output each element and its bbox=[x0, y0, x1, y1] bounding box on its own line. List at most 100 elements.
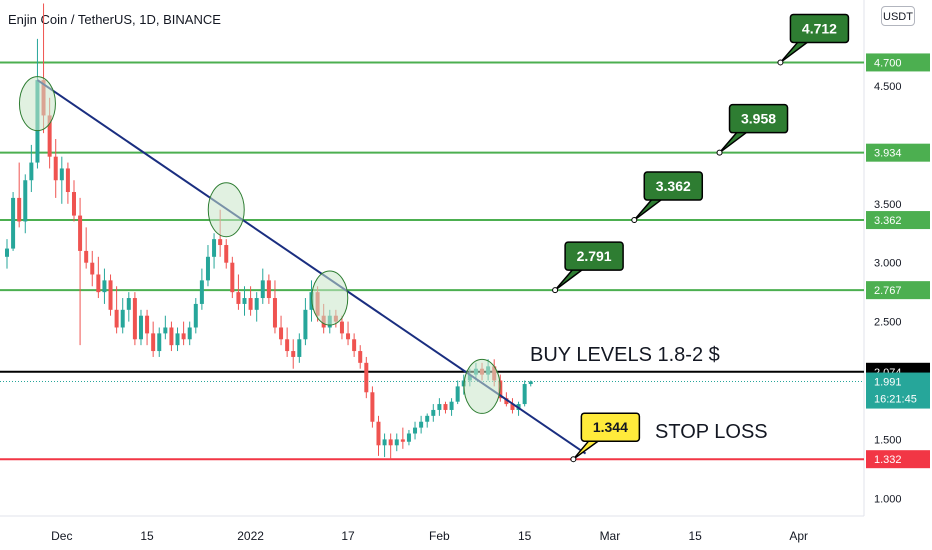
y-tick-label: 2.500 bbox=[874, 317, 902, 329]
candle-body bbox=[346, 333, 351, 340]
annotation-buy-levels: BUY LEVELS 1.8-2 $ bbox=[530, 344, 720, 366]
candle-body bbox=[212, 239, 217, 257]
callout-anchor-dot bbox=[570, 456, 577, 463]
callout-anchor-dot bbox=[552, 287, 559, 294]
current-price-label: 1.991 bbox=[874, 377, 902, 389]
candle-body bbox=[163, 327, 168, 334]
x-tick-label: Dec bbox=[51, 529, 72, 543]
candle-body bbox=[425, 415, 430, 422]
touch-circle bbox=[207, 182, 245, 238]
candle-body bbox=[522, 384, 527, 405]
currency-button[interactable]: USDT bbox=[881, 6, 915, 26]
candle-body bbox=[193, 303, 198, 328]
candle-body bbox=[187, 327, 192, 340]
candle-body bbox=[431, 409, 436, 416]
candle-body bbox=[388, 439, 393, 446]
callout-anchor-dot bbox=[631, 217, 638, 224]
callout-box bbox=[728, 103, 789, 134]
candle-body bbox=[157, 333, 162, 352]
candle-body bbox=[84, 250, 89, 263]
candle-body bbox=[260, 280, 265, 299]
callout-pointer bbox=[572, 439, 602, 460]
candle-body bbox=[266, 280, 271, 299]
candle-body bbox=[169, 327, 174, 346]
candle-body bbox=[132, 298, 137, 340]
candle-body bbox=[224, 245, 229, 263]
candle-body bbox=[254, 298, 259, 310]
x-tick-label: 15 bbox=[140, 529, 154, 543]
x-tick-label: Mar bbox=[600, 529, 621, 543]
candle-body bbox=[419, 421, 424, 428]
callout-text: 3.362 bbox=[656, 178, 691, 194]
level-price-label: 1.332 bbox=[874, 454, 902, 466]
candle-body bbox=[400, 439, 405, 442]
candle-body bbox=[528, 381, 533, 385]
candle-body bbox=[138, 315, 143, 340]
countdown-label: 16:21:45 bbox=[874, 394, 917, 406]
level-price-label: 3.362 bbox=[874, 215, 902, 227]
candle-body bbox=[364, 362, 369, 393]
candle-body bbox=[65, 168, 70, 193]
candle-body bbox=[394, 439, 399, 446]
x-tick-label: 15 bbox=[688, 529, 702, 543]
y-tick-label: 4.500 bbox=[874, 81, 902, 93]
x-tick-label: Apr bbox=[789, 529, 808, 543]
candle-body bbox=[443, 404, 448, 410]
candle-body bbox=[96, 274, 101, 293]
candle-body bbox=[181, 333, 186, 340]
candle-body bbox=[102, 280, 107, 293]
level-price-tag bbox=[866, 53, 930, 72]
candle-body bbox=[90, 262, 95, 275]
callout-pointer bbox=[554, 268, 586, 291]
candle-body bbox=[285, 339, 290, 352]
candle-body bbox=[218, 239, 223, 246]
callout-box bbox=[580, 412, 641, 442]
y-tick-label: 1.500 bbox=[874, 434, 902, 446]
candle-body bbox=[455, 386, 460, 402]
chart-title: Enjin Coin / TetherUS, 1D, BINANCE bbox=[8, 12, 221, 27]
candle-body bbox=[230, 262, 235, 293]
touch-circle bbox=[18, 76, 56, 132]
candle-body bbox=[510, 404, 515, 410]
candle-body bbox=[5, 248, 9, 257]
callout-pointer bbox=[718, 130, 750, 154]
touch-circle bbox=[311, 270, 349, 326]
candle-body bbox=[242, 298, 247, 304]
y-tick-label: 3.500 bbox=[874, 199, 902, 211]
x-tick-label: 15 bbox=[518, 529, 532, 543]
candle-body bbox=[437, 404, 442, 410]
callout-text: 3.958 bbox=[741, 111, 776, 127]
touch-circle bbox=[463, 358, 501, 414]
y-tick-label: 1.000 bbox=[874, 493, 902, 505]
level-price-tag bbox=[866, 450, 930, 469]
candle-body bbox=[376, 421, 381, 446]
candle-body bbox=[297, 339, 302, 357]
current-price-tag bbox=[866, 372, 930, 409]
candle-body bbox=[272, 298, 277, 328]
candle-body bbox=[47, 115, 52, 157]
candle-body bbox=[291, 351, 296, 357]
level-price-tag bbox=[866, 281, 930, 300]
candle-body bbox=[114, 309, 119, 328]
candle-body bbox=[126, 298, 131, 310]
level-price-label: 3.934 bbox=[874, 148, 902, 160]
candle-body bbox=[29, 162, 34, 181]
candle-body bbox=[108, 280, 113, 310]
callout-pointer bbox=[779, 40, 811, 64]
candle-body bbox=[120, 309, 125, 328]
candle-body bbox=[78, 215, 83, 251]
candle-body bbox=[339, 321, 344, 334]
callout-anchor-dot bbox=[716, 149, 723, 156]
level-price-label: 2.767 bbox=[874, 285, 902, 297]
callout-anchor-dot bbox=[777, 59, 784, 66]
callout-box bbox=[564, 241, 624, 271]
candle-body bbox=[352, 339, 357, 352]
candle-body bbox=[358, 351, 363, 363]
candle-body bbox=[449, 401, 454, 410]
candle-body bbox=[199, 280, 204, 304]
x-tick-label: 17 bbox=[341, 529, 355, 543]
x-tick-label: Feb bbox=[429, 529, 450, 543]
annotation-stop-loss: STOP LOSS bbox=[655, 421, 768, 443]
